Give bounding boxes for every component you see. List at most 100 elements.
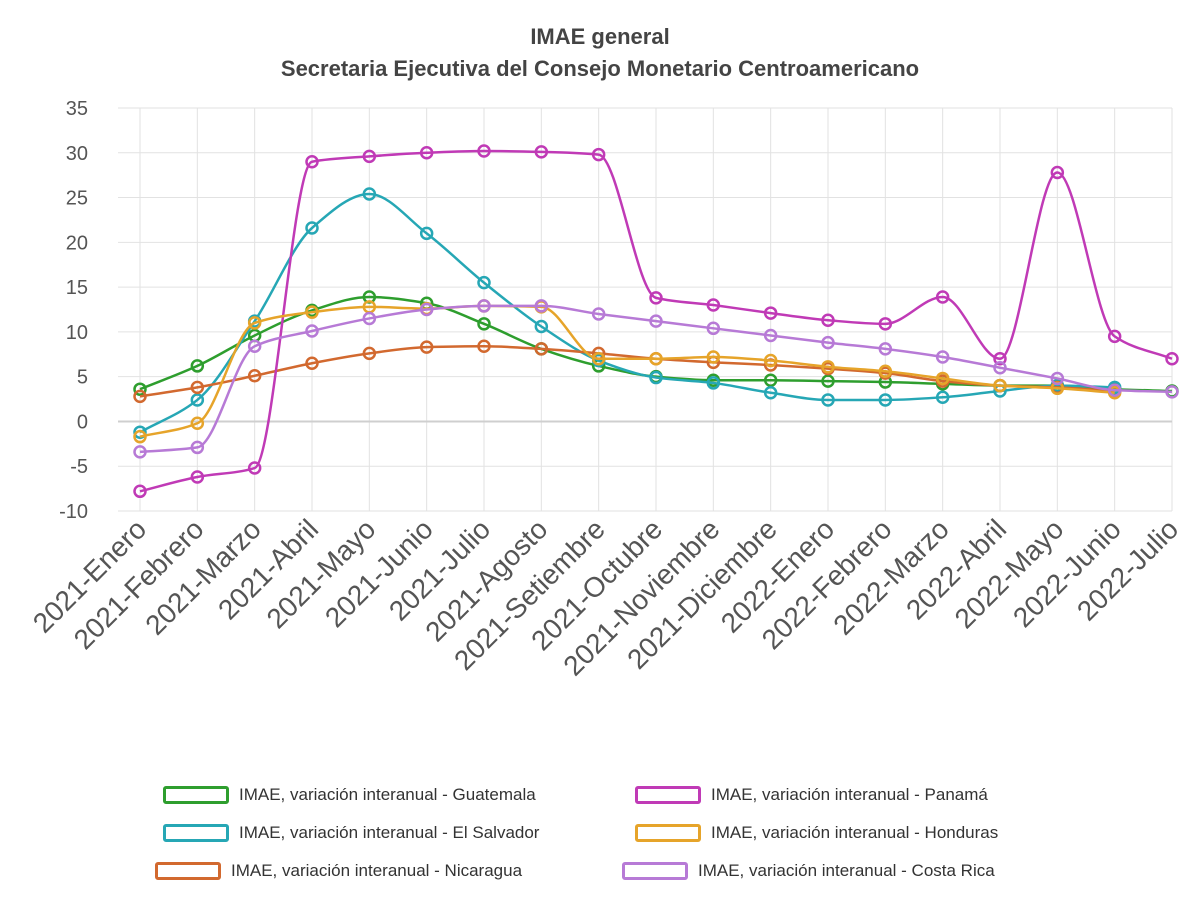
data-point (190, 359, 205, 373)
data-point (305, 324, 319, 338)
y-tick-label: 20 (66, 232, 88, 254)
data-point (878, 317, 893, 331)
data-point (821, 335, 835, 350)
chart-title: IMAE general (530, 24, 670, 49)
data-point (362, 187, 377, 201)
data-point (878, 393, 893, 407)
data-point (993, 352, 1007, 366)
data-point (534, 145, 549, 159)
data-point (247, 461, 262, 475)
data-point (1165, 352, 1179, 366)
legend-label: IMAE, variación interanual - Guatemala (239, 785, 536, 804)
data-point (591, 307, 606, 321)
data-point (534, 319, 549, 334)
data-point (591, 352, 606, 366)
data-point (821, 313, 835, 327)
data-point (534, 299, 549, 313)
data-point (763, 373, 778, 387)
data-point (935, 371, 950, 386)
data-point (878, 342, 893, 356)
data-point (305, 154, 319, 169)
data-point (935, 350, 950, 364)
y-tick-label: 35 (66, 98, 88, 120)
data-point (190, 416, 205, 430)
data-point (419, 340, 434, 354)
data-point (247, 316, 262, 330)
data-point (419, 302, 434, 317)
data-point (763, 306, 778, 320)
data-point (649, 370, 663, 385)
legend-label: IMAE, variación interanual - Costa Rica (698, 861, 995, 880)
data-point (706, 376, 721, 390)
data-point (133, 429, 147, 444)
legend-swatch (622, 862, 688, 880)
data-point (706, 350, 721, 364)
series-line (139, 304, 1173, 454)
series-line (139, 192, 1115, 434)
legend-swatch (163, 824, 229, 842)
data-point (763, 353, 778, 368)
data-point (649, 314, 663, 328)
data-point (477, 299, 491, 313)
data-point (477, 339, 491, 353)
data-point (190, 440, 205, 455)
data-point (935, 390, 950, 405)
chart-subtitle: Secretaria Ejecutiva del Consejo Monetar… (280, 56, 920, 81)
data-point (190, 380, 205, 395)
data-point (821, 374, 835, 388)
y-tick-label: -10 (59, 501, 88, 523)
data-point (1107, 329, 1122, 344)
data-point (1050, 165, 1065, 180)
series-line (139, 149, 1173, 493)
y-tick-label: 10 (66, 322, 88, 344)
data-point (477, 275, 491, 290)
legend-label: IMAE, variación interanual - El Salvador (239, 823, 540, 842)
data-point (935, 290, 950, 304)
legend-swatch (155, 862, 221, 880)
data-point (362, 346, 377, 361)
data-point (649, 352, 663, 366)
data-point (362, 149, 377, 164)
legend-label: IMAE, variación interanual - Panamá (711, 785, 988, 804)
legend-item[interactable]: IMAE, variación interanual - El Salvador (163, 820, 539, 846)
data-point (133, 389, 147, 404)
legend-label: IMAE, variación interanual - Nicaragua (231, 861, 523, 880)
data-point (305, 221, 319, 235)
data-point (993, 360, 1007, 375)
data-point (362, 311, 377, 326)
y-tick-label: 15 (66, 277, 88, 299)
y-tick-label: 25 (66, 188, 88, 210)
legend-swatch (163, 786, 229, 804)
data-point (133, 425, 147, 439)
y-tick-label: -5 (70, 456, 88, 478)
data-point (133, 484, 147, 499)
data-point (1165, 385, 1179, 399)
data-point (133, 382, 147, 396)
legend-item[interactable]: IMAE, variación interanual - Panamá (635, 782, 988, 808)
legend-item[interactable]: IMAE, variación interanual - Nicaragua (155, 858, 522, 884)
data-point (706, 321, 721, 336)
data-point (534, 342, 549, 356)
data-point (591, 147, 606, 162)
data-point (419, 146, 434, 160)
data-point (878, 364, 893, 379)
data-point (190, 393, 205, 407)
y-tick-label: 0 (77, 411, 88, 433)
data-point (1050, 371, 1065, 386)
data-point (649, 291, 663, 305)
data-point (821, 393, 835, 407)
legend-label: IMAE, variación interanual - Honduras (711, 823, 999, 842)
legend-item[interactable]: IMAE, variación interanual - Guatemala (163, 782, 536, 808)
legend-item[interactable]: IMAE, variación interanual - Costa Rica (622, 858, 995, 884)
data-point (1107, 383, 1122, 397)
data-point (763, 328, 778, 343)
data-point (706, 298, 721, 312)
data-point (821, 360, 835, 374)
y-tick-label: 5 (77, 367, 88, 389)
data-point (419, 226, 434, 241)
legend-item[interactable]: IMAE, variación interanual - Honduras (635, 820, 998, 846)
data-point (190, 470, 205, 484)
